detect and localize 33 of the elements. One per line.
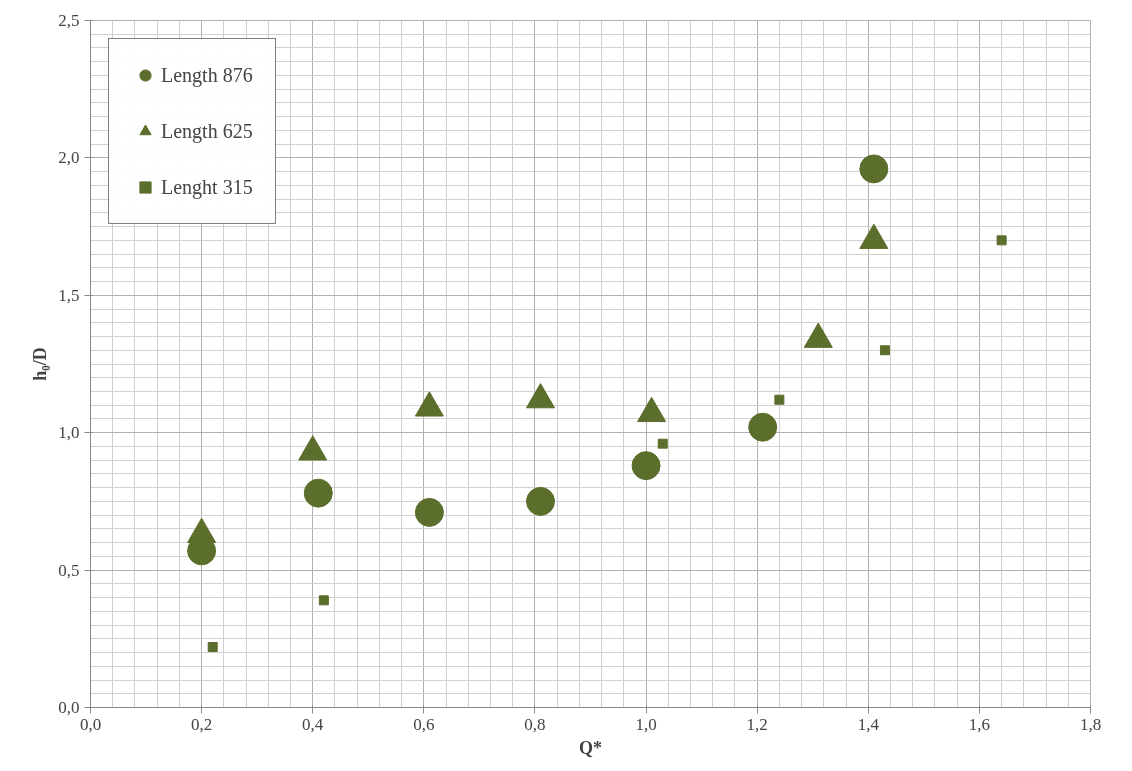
point: [414, 497, 444, 527]
point: [859, 154, 889, 184]
x-tick-label: 0,6: [413, 714, 435, 734]
legend-label: Lenght 315: [161, 175, 253, 199]
legend-label: Length 876: [161, 63, 253, 87]
y-tick-label: 2,0: [58, 148, 80, 168]
x-tick-label: 1,8: [1079, 714, 1102, 734]
point: [631, 451, 661, 481]
x-tick-label: 0,0: [79, 714, 102, 734]
point: [207, 642, 218, 653]
x-tick-label: 0,4: [302, 714, 324, 734]
x-tick-label: 0,8: [524, 714, 546, 734]
x-axis-title: Q*: [579, 737, 603, 758]
point: [774, 394, 785, 405]
x-tick-label: 0,2: [190, 714, 213, 734]
y-tick-label: 2,5: [58, 11, 80, 30]
point: [996, 235, 1007, 246]
point: [318, 595, 329, 606]
x-tick-label: 1,0: [635, 714, 657, 734]
y-tick-label: 1,5: [58, 285, 80, 305]
y-tick-label: 0,5: [58, 560, 80, 580]
x-tick-label: 1,4: [857, 714, 880, 734]
x-tick-label: 1,6: [968, 714, 991, 734]
point: [526, 486, 555, 516]
y-tick-label: 1,0: [58, 423, 80, 443]
legend-label: Length 625: [161, 119, 253, 143]
y-axis-title: h₀/D: [30, 347, 51, 381]
point: [303, 478, 333, 508]
y-tick-label: 0,0: [58, 698, 80, 717]
point: [879, 345, 890, 356]
point: [748, 412, 778, 442]
point: [657, 438, 668, 449]
x-tick-label: 1,2: [746, 714, 768, 734]
